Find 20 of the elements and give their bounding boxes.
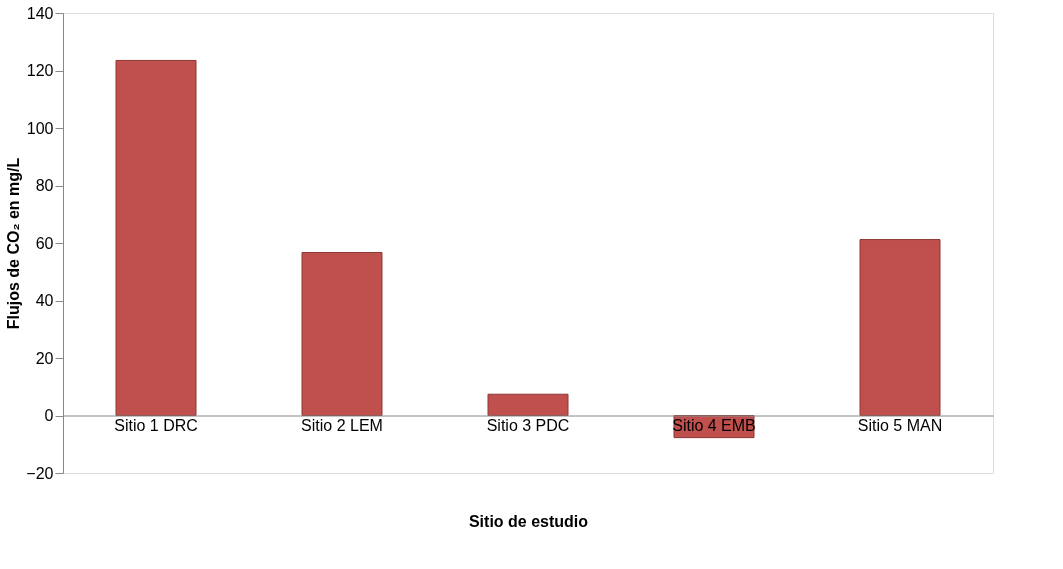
y-tick-label: 120	[26, 62, 54, 79]
bar	[859, 239, 941, 416]
x-tick-label: Sitio 2 LEM	[301, 417, 383, 434]
y-tick-label: 140	[26, 4, 54, 22]
bar	[487, 393, 569, 416]
x-tick-label: Sitio 1 DRC	[114, 417, 198, 434]
y-tick-label: 20	[35, 349, 54, 367]
y-tick-label: 40	[35, 292, 54, 309]
x-tick-label: Sitio 3 PDC	[486, 417, 570, 434]
x-tick-label: Sitio 4 EMB	[672, 417, 756, 434]
y-tick-label: 100	[26, 119, 54, 137]
bar	[301, 251, 383, 416]
y-tick-label: −20	[26, 464, 54, 482]
y-tick-label: 60	[35, 234, 54, 252]
y-tick-label: 0	[44, 407, 54, 424]
bar	[115, 59, 197, 416]
x-axis-title: Sitio de estudio	[468, 512, 589, 530]
x-tick-label: Sitio 5 MAN	[857, 417, 943, 434]
y-tick-label: 80	[35, 177, 54, 194]
y-axis-title: Flujos de CO₂ en mg/L	[5, 157, 23, 330]
